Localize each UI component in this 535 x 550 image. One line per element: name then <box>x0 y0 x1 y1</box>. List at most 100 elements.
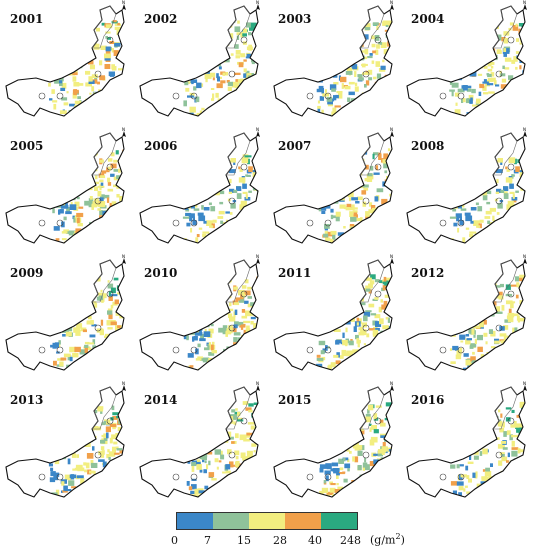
vegetation-cell <box>229 461 234 468</box>
vegetation-cell <box>242 456 249 461</box>
vegetation-cell <box>465 215 473 222</box>
vegetation-cell <box>208 342 211 346</box>
vegetation-cell <box>380 43 387 48</box>
region-marker <box>190 346 198 354</box>
vegetation-cell <box>373 224 378 228</box>
vegetation-cell <box>194 488 199 495</box>
vegetation-cell <box>390 76 392 80</box>
vegetation-cell <box>492 237 496 240</box>
vegetation-cell <box>211 350 217 354</box>
vegetation-cell <box>331 47 338 54</box>
vegetation-cell <box>60 357 67 361</box>
vegetation-cell <box>69 346 77 353</box>
vegetation-cell <box>491 24 495 30</box>
vegetation-cell <box>319 73 324 77</box>
vegetation-cell <box>184 81 189 86</box>
vegetation-cell <box>499 452 505 456</box>
vegetation-cell <box>233 302 240 306</box>
vegetation-cell <box>43 278 47 282</box>
vegetation-cell <box>377 238 383 243</box>
region-marker <box>324 92 332 100</box>
region-outline <box>273 259 393 371</box>
vegetation-cell <box>213 428 218 433</box>
vegetation-cell <box>504 231 510 235</box>
vegetation-cell <box>466 338 472 341</box>
vegetation-cell <box>100 446 105 450</box>
vegetation-cell <box>110 99 114 103</box>
vegetation-cell <box>311 64 318 67</box>
vegetation-cell <box>456 410 460 416</box>
vegetation-cell <box>122 180 124 184</box>
vegetation-cell <box>241 157 249 164</box>
vegetation-cell <box>107 327 113 330</box>
vegetation-cell <box>238 93 242 99</box>
vegetation-cell <box>99 197 104 202</box>
vegetation-cell <box>356 338 360 344</box>
vegetation-cell <box>471 53 477 57</box>
vegetation-cell <box>488 91 495 94</box>
vegetation-cell <box>222 325 228 330</box>
vegetation-cell <box>358 327 362 331</box>
vegetation-cell <box>317 172 322 175</box>
vegetation-cell <box>487 55 490 60</box>
vegetation-cell <box>71 298 74 303</box>
vegetation-cell <box>86 492 89 495</box>
vegetation-cell <box>388 354 392 359</box>
region-base <box>407 387 525 497</box>
vegetation-cell <box>95 96 103 101</box>
vegetation-cell <box>516 284 522 288</box>
vegetation-cell <box>242 401 249 405</box>
vegetation-cell <box>206 278 209 283</box>
vegetation-cell <box>487 220 491 224</box>
vegetation-cell <box>55 472 60 477</box>
vegetation-cell <box>513 111 519 114</box>
vegetation-cell <box>324 33 329 37</box>
vegetation-cell <box>59 76 64 82</box>
vegetation-cell <box>484 216 491 219</box>
vegetation-cell <box>480 354 485 359</box>
vegetation-cell <box>235 455 239 460</box>
vegetation-cell <box>109 359 112 366</box>
vegetation-cell <box>358 331 365 336</box>
region-outline <box>5 132 125 244</box>
vegetation-cell <box>73 216 76 223</box>
north-arrow-label: N <box>390 254 393 259</box>
north-arrow-icon <box>122 258 126 264</box>
vegetation-cell <box>186 281 191 284</box>
vegetation-cell <box>241 234 248 239</box>
vegetation-cell <box>100 224 104 230</box>
vegetation-cell <box>83 290 89 294</box>
vegetation-cell <box>511 489 515 493</box>
vegetation-cell <box>492 215 495 221</box>
vegetation-cell <box>230 203 236 209</box>
region-marker <box>439 473 447 481</box>
vegetation-cell <box>50 160 55 165</box>
vegetation-cell <box>369 227 376 230</box>
map-panel-2004: N 2004 <box>401 0 534 127</box>
vegetation-cell <box>317 274 321 277</box>
vegetation-cell <box>361 322 367 328</box>
vegetation-cell <box>106 320 113 326</box>
vegetation-cell <box>353 212 358 216</box>
vegetation-cell <box>514 467 517 474</box>
vegetation-cell <box>327 438 332 443</box>
vegetation-cell <box>329 195 334 202</box>
vegetation-cell <box>484 279 487 285</box>
vegetation-cell <box>123 304 124 310</box>
vegetation-cell <box>509 213 517 219</box>
vegetation-cell <box>505 177 513 183</box>
vegetation-cell <box>198 429 205 432</box>
year-label: 2004 <box>411 12 445 26</box>
vegetation-cell <box>371 35 378 40</box>
vegetation-cell <box>57 303 64 306</box>
vegetation-cell <box>489 207 496 212</box>
vegetation-cell <box>207 51 214 54</box>
vegetation-cell <box>113 112 116 116</box>
vegetation-cell <box>483 79 487 83</box>
vegetation-cell <box>383 224 390 229</box>
vegetation-cell <box>189 193 195 199</box>
vegetation-cell <box>95 96 100 103</box>
vegetation-cell <box>190 286 196 292</box>
vegetation-cell <box>245 56 250 59</box>
vegetation-cell <box>342 301 347 306</box>
